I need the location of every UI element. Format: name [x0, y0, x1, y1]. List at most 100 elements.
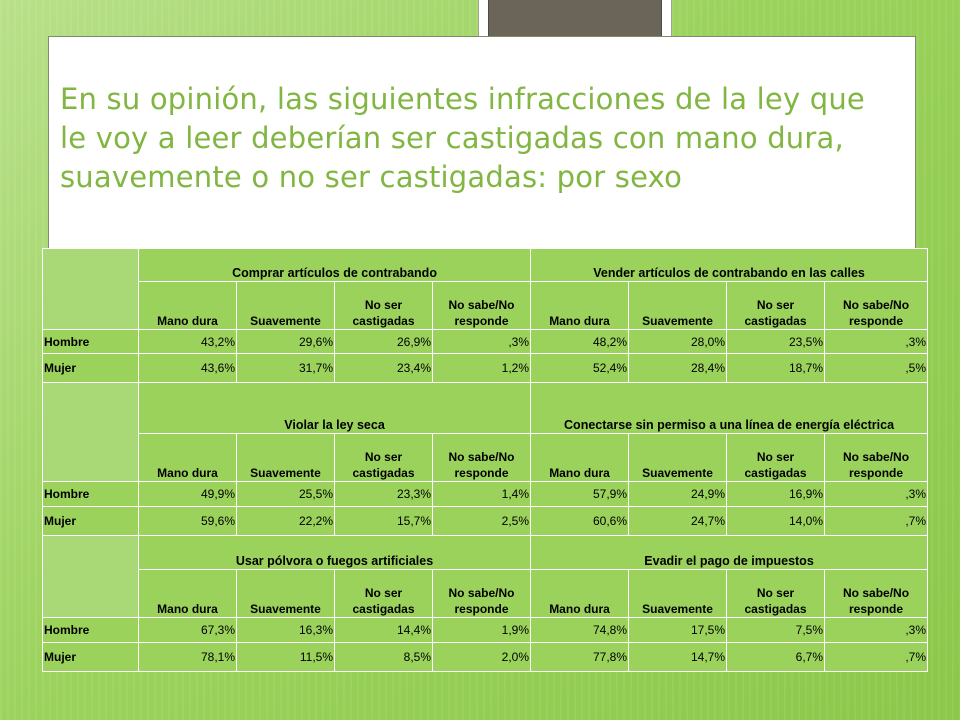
value-cell: 7,5%	[726, 617, 826, 643]
table-row: Hombre 67,3% 16,3% 14,4% 1,9% 74,8% 17,5…	[42, 617, 929, 643]
value-cell: 6,7%	[726, 642, 826, 672]
value-cell: 16,3%	[236, 617, 335, 643]
table-row: Hombre 43,2% 29,6% 26,9% ,3% 48,2% 28,0%…	[42, 329, 929, 354]
value-cell: 23,4%	[334, 353, 433, 383]
value-cell: 2,5%	[431, 506, 532, 536]
value-cell: 23,3%	[334, 481, 433, 507]
value-cell: 52,4%	[530, 353, 630, 383]
subheader-row: Mano dura Suavemente No ser castigadas N…	[43, 433, 929, 482]
subheader-cell: Mano dura	[530, 281, 630, 330]
subheader-row: Mano dura Suavemente No ser castigadas N…	[43, 281, 929, 330]
subheader-cell: No sabe/No responde	[824, 281, 929, 330]
group-header-row: Usar pólvora o fuegos artificiales Evadi…	[42, 535, 929, 618]
value-cell: 59,6%	[138, 506, 237, 536]
subheader-row: Mano dura Suavemente No ser castigadas N…	[43, 569, 929, 618]
table-row: Hombre 49,9% 25,5% 23,3% 1,4% 57,9% 24,9…	[42, 481, 929, 507]
group-header: Conectarse sin permiso a una línea de en…	[530, 382, 929, 434]
value-cell: 2,0%	[431, 642, 532, 672]
group-header-row: Comprar artículos de contrabando Vender …	[42, 248, 929, 330]
value-cell: 18,7%	[726, 353, 826, 383]
subheader-cell: No ser castigadas	[726, 433, 826, 482]
value-cell: 24,7%	[628, 506, 728, 536]
value-cell: 14,0%	[726, 506, 826, 536]
value-cell: 8,5%	[334, 642, 433, 672]
value-cell: 26,9%	[334, 329, 433, 354]
value-cell: 16,9%	[726, 481, 826, 507]
row-label: Mujer	[42, 506, 139, 536]
corner-cell	[42, 248, 139, 330]
value-cell: 78,1%	[138, 642, 237, 672]
value-cell: 74,8%	[530, 617, 630, 643]
subheader-cell: Mano dura	[530, 433, 630, 482]
value-cell: 14,4%	[334, 617, 433, 643]
subheader-cell: Suavemente	[236, 281, 335, 330]
value-cell: ,3%	[431, 329, 532, 354]
subheader-cell: No sabe/No responde	[431, 281, 532, 330]
value-cell: 14,7%	[628, 642, 728, 672]
group-header: Evadir el pago de impuestos	[530, 535, 929, 570]
corner-cell	[42, 382, 139, 482]
value-cell: 29,6%	[236, 329, 335, 354]
corner-cell	[42, 535, 139, 618]
value-cell: 77,8%	[530, 642, 630, 672]
value-cell: 43,6%	[138, 353, 237, 383]
value-cell: 48,2%	[530, 329, 630, 354]
subheader-cell: No ser castigadas	[334, 569, 433, 618]
subheader-cell: Mano dura	[138, 281, 237, 330]
subheader-cell: Mano dura	[138, 569, 237, 618]
value-cell: 28,4%	[628, 353, 728, 383]
table-row: Mujer 59,6% 22,2% 15,7% 2,5% 60,6% 24,7%…	[42, 506, 929, 536]
value-cell: ,5%	[824, 353, 929, 383]
subheader-cell: Suavemente	[628, 433, 728, 482]
subheader-cell: Suavemente	[628, 281, 728, 330]
row-label: Hombre	[42, 617, 139, 643]
value-cell: 11,5%	[236, 642, 335, 672]
value-cell: 43,2%	[138, 329, 237, 354]
group-header-row: Violar la ley seca Conectarse sin permis…	[42, 382, 929, 482]
title-panel	[48, 36, 916, 250]
value-cell: 1,2%	[431, 353, 532, 383]
subheader-cell: Suavemente	[628, 569, 728, 618]
subheader-cell: Mano dura	[530, 569, 630, 618]
group-header: Vender artículos de contrabando en las c…	[530, 248, 929, 282]
value-cell: 24,9%	[628, 481, 728, 507]
results-table: Comprar artículos de contrabando Vender …	[42, 248, 929, 672]
value-cell: 15,7%	[334, 506, 433, 536]
subheader-cell: No sabe/No responde	[824, 569, 929, 618]
subheader-cell: No ser castigadas	[334, 281, 433, 330]
subheader-cell: No ser castigadas	[726, 281, 826, 330]
value-cell: ,7%	[824, 642, 929, 672]
value-cell: 28,0%	[628, 329, 728, 354]
table-row: Mujer 43,6% 31,7% 23,4% 1,2% 52,4% 28,4%…	[42, 353, 929, 383]
value-cell: 67,3%	[138, 617, 237, 643]
value-cell: 23,5%	[726, 329, 826, 354]
subheader-cell: Suavemente	[236, 569, 335, 618]
value-cell: 25,5%	[236, 481, 335, 507]
subheader-cell: No ser castigadas	[334, 433, 433, 482]
slide-title: En su opinión, las siguientes infraccion…	[60, 82, 865, 194]
subheader-cell: No sabe/No responde	[431, 433, 532, 482]
value-cell: 1,9%	[431, 617, 532, 643]
subheader-cell: Suavemente	[236, 433, 335, 482]
row-label: Hombre	[42, 481, 139, 507]
group-header: Violar la ley seca	[137, 382, 532, 434]
value-cell: ,3%	[824, 481, 929, 507]
value-cell: ,3%	[824, 329, 929, 354]
subheader-cell: No sabe/No responde	[824, 433, 929, 482]
value-cell: ,3%	[824, 617, 929, 643]
row-label: Hombre	[42, 329, 139, 354]
value-cell: 31,7%	[236, 353, 335, 383]
value-cell: 49,9%	[138, 481, 237, 507]
group-header: Comprar artículos de contrabando	[137, 248, 532, 282]
value-cell: 17,5%	[628, 617, 728, 643]
subheader-cell: No ser castigadas	[726, 569, 826, 618]
value-cell: 1,4%	[431, 481, 532, 507]
row-label: Mujer	[42, 642, 139, 672]
subheader-cell: Mano dura	[138, 433, 237, 482]
group-header: Usar pólvora o fuegos artificiales	[137, 535, 532, 570]
value-cell: 57,9%	[530, 481, 630, 507]
table-row: Mujer 78,1% 11,5% 8,5% 2,0% 77,8% 14,7% …	[42, 642, 929, 672]
value-cell: 22,2%	[236, 506, 335, 536]
subheader-cell: No sabe/No responde	[431, 569, 532, 618]
value-cell: 60,6%	[530, 506, 630, 536]
